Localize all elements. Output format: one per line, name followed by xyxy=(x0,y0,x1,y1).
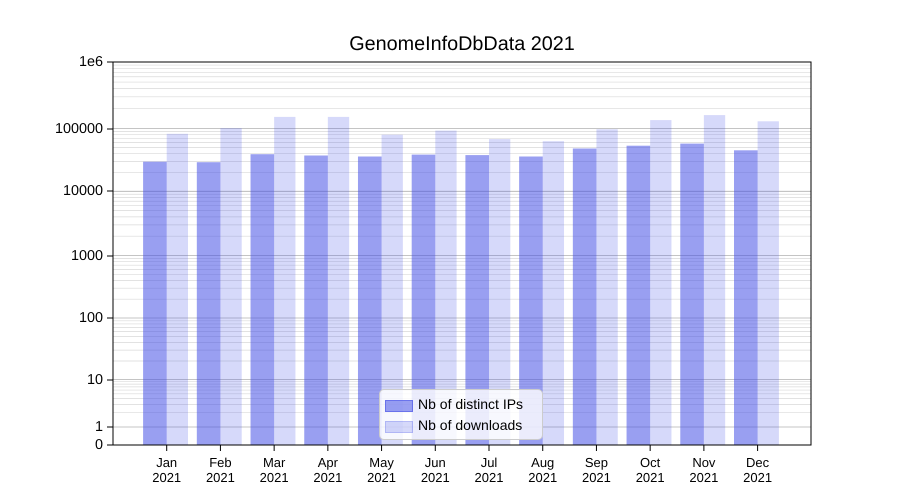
svg-text:2021: 2021 xyxy=(528,470,557,485)
svg-text:2021: 2021 xyxy=(367,470,396,485)
svg-text:2021: 2021 xyxy=(475,470,504,485)
svg-text:2021: 2021 xyxy=(743,470,772,485)
svg-text:1e6: 1e6 xyxy=(79,54,103,70)
svg-text:100: 100 xyxy=(79,310,103,326)
svg-text:10: 10 xyxy=(87,372,103,388)
svg-text:Jul: Jul xyxy=(481,455,498,470)
svg-text:0: 0 xyxy=(95,437,103,453)
svg-text:2021: 2021 xyxy=(152,470,181,485)
svg-text:Jun: Jun xyxy=(425,455,446,470)
svg-text:1000: 1000 xyxy=(71,248,103,264)
svg-text:Mar: Mar xyxy=(263,455,286,470)
svg-text:2021: 2021 xyxy=(689,470,718,485)
svg-text:May: May xyxy=(369,455,394,470)
svg-text:2021: 2021 xyxy=(421,470,450,485)
svg-text:Jan: Jan xyxy=(156,455,177,470)
svg-text:Sep: Sep xyxy=(585,455,608,470)
svg-text:2021: 2021 xyxy=(582,470,611,485)
svg-text:Dec: Dec xyxy=(746,455,770,470)
svg-text:1: 1 xyxy=(95,419,103,435)
svg-text:10000: 10000 xyxy=(63,183,103,199)
svg-text:2021: 2021 xyxy=(260,470,289,485)
svg-text:Aug: Aug xyxy=(531,455,554,470)
svg-text:100000: 100000 xyxy=(55,121,103,137)
svg-text:GenomeInfoDbData 2021: GenomeInfoDbData 2021 xyxy=(349,33,574,55)
svg-text:Oct: Oct xyxy=(640,455,661,470)
svg-text:Nov: Nov xyxy=(692,455,716,470)
svg-text:Feb: Feb xyxy=(209,455,231,470)
svg-text:2021: 2021 xyxy=(313,470,342,485)
svg-text:2021: 2021 xyxy=(636,470,665,485)
svg-text:2021: 2021 xyxy=(206,470,235,485)
svg-text:Apr: Apr xyxy=(318,455,339,470)
